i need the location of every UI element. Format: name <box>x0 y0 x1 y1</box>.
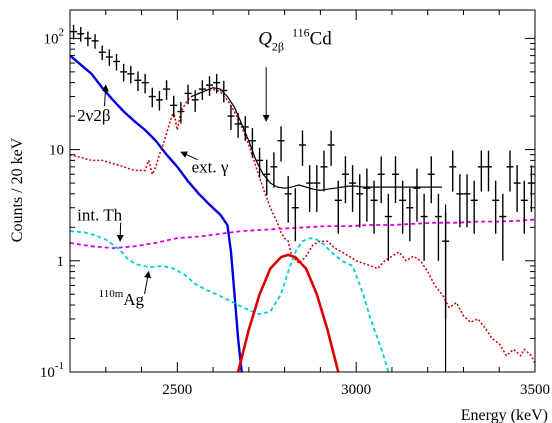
y-axis-label: Counts / 20 keV <box>9 137 26 242</box>
data-point <box>155 91 163 111</box>
data-point <box>256 147 264 178</box>
data-point <box>198 80 206 100</box>
data-point <box>349 165 357 212</box>
y-tick-label: 10 <box>49 143 64 159</box>
data-point <box>105 49 113 67</box>
data-point <box>463 174 471 228</box>
data-point <box>248 128 256 159</box>
x-axis-label: Energy (keV) <box>461 407 548 423</box>
annotation-two_nu: 2ν2β <box>77 106 110 125</box>
data-point <box>91 34 99 49</box>
data-point <box>399 180 407 234</box>
x-tick-label: 3500 <box>520 382 550 398</box>
data-point <box>299 130 306 166</box>
y-tick-label: 1 <box>57 254 65 270</box>
data-point <box>377 156 385 204</box>
data-point <box>449 150 457 192</box>
data-point <box>392 156 399 204</box>
data-point <box>442 212 450 319</box>
data-point <box>327 130 335 166</box>
data-point <box>477 150 485 192</box>
data-point <box>70 24 78 40</box>
data-point <box>220 80 228 103</box>
data-point <box>513 165 521 212</box>
data-point <box>206 76 213 96</box>
data-point <box>148 87 156 108</box>
data-point <box>141 73 149 94</box>
data-point <box>406 188 414 242</box>
data-point <box>134 71 142 92</box>
data-point <box>456 174 464 228</box>
data-point <box>241 116 249 141</box>
data-point <box>227 105 235 131</box>
series-ext_gamma <box>70 88 535 364</box>
x-tick-label: 3000 <box>341 382 371 398</box>
data-point <box>370 180 378 234</box>
annotation-ag110m: 110mAg <box>99 288 145 309</box>
data-point <box>177 101 185 124</box>
data-point <box>485 150 492 192</box>
data-point <box>470 180 478 234</box>
data-point <box>77 27 85 42</box>
annotation-arrow <box>116 222 124 242</box>
data-point <box>127 65 135 84</box>
x-tick-label: 2500 <box>162 382 192 398</box>
y-tick-label: 102 <box>44 26 65 47</box>
data-point <box>191 90 199 112</box>
data-point <box>313 165 321 212</box>
data-point <box>113 53 120 71</box>
data-point <box>184 84 192 105</box>
data-point <box>98 45 106 61</box>
data-point <box>527 165 535 212</box>
data-point <box>163 80 171 100</box>
data-point <box>284 175 292 223</box>
data-point <box>170 95 178 118</box>
series-ag110m <box>70 230 390 372</box>
data-point <box>427 156 435 204</box>
annotation-arrow <box>144 270 151 295</box>
data-point <box>499 193 507 261</box>
data-point <box>420 193 428 261</box>
data-point <box>120 63 128 82</box>
data-point <box>213 73 221 94</box>
data-point <box>320 150 328 192</box>
data-point <box>434 193 442 261</box>
data-point <box>413 168 421 222</box>
data-point <box>84 31 92 47</box>
plot-frame <box>69 9 536 373</box>
data-point <box>384 193 392 261</box>
y-tick-label: 10-1 <box>40 360 64 381</box>
series-int_th <box>70 218 535 249</box>
data-point <box>277 126 285 162</box>
data-point <box>263 159 271 196</box>
data-point <box>341 156 349 204</box>
data-point <box>234 113 242 138</box>
data-point <box>291 188 299 242</box>
annotation-int_th: int. Th <box>77 206 123 225</box>
data-point <box>334 180 342 234</box>
q-value-label: Q2β116Cd <box>258 26 332 54</box>
data-point <box>356 174 364 228</box>
data-point <box>306 165 314 212</box>
data-point <box>506 150 514 192</box>
data-point <box>270 152 278 188</box>
annotation-arrow <box>180 151 198 161</box>
annotation-ext_gamma: ext. γ <box>192 158 229 177</box>
data-point <box>520 180 528 234</box>
data-point <box>363 168 371 222</box>
annotation-arrow <box>101 84 109 107</box>
series-signal_0nu <box>236 253 340 372</box>
data-point <box>492 180 500 234</box>
